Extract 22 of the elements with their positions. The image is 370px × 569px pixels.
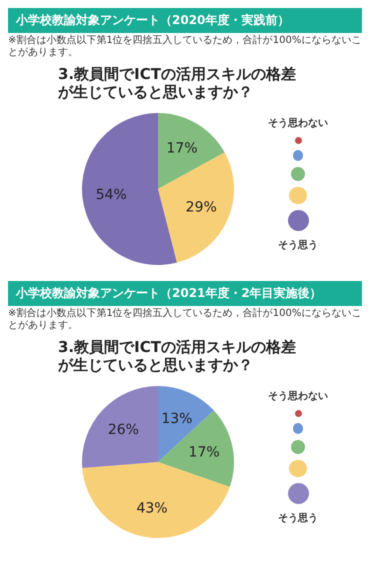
chart-subtitle: 3.教員間でICTの活用スキルの格差が生じていると思いますか？ [58,338,297,374]
data-label: 17% [166,140,198,156]
data-label: 29% [186,200,217,216]
pie-slice [158,113,225,189]
category-label: そう思わない [268,118,328,129]
chart-subtitle: 3.教員間でICTの活用スキルの格差が生じていると思いますか？ [58,65,297,101]
pie-slice [82,386,158,468]
data-label: 13% [161,410,192,427]
data-label: 43% [136,500,168,517]
legend-label: そう思う [278,238,318,252]
pie-slice [158,152,234,263]
pie-slice [82,462,230,538]
data-label: 26% [108,422,139,438]
legend-label: そう思う [278,512,318,525]
data-label: 54% [96,186,127,203]
chart-title: 小学校教諭対象アンケート（2020年度・実践前） [8,8,362,33]
chart-title: 小学校教諭対象アンケート（2021年度・2年目実施後） [8,281,362,306]
category-label: そう思わない [268,391,328,402]
pie-slice [158,410,234,487]
data-label: 17% [188,444,220,460]
text: ※割合は小数点以下第1位を四捨五入しているため，合計が100%にならないことがあります。 [8,35,362,59]
text: ※割合は小数点以下第1位を四捨五入しているため，合計が100%にならないことがあります。 [8,308,362,332]
